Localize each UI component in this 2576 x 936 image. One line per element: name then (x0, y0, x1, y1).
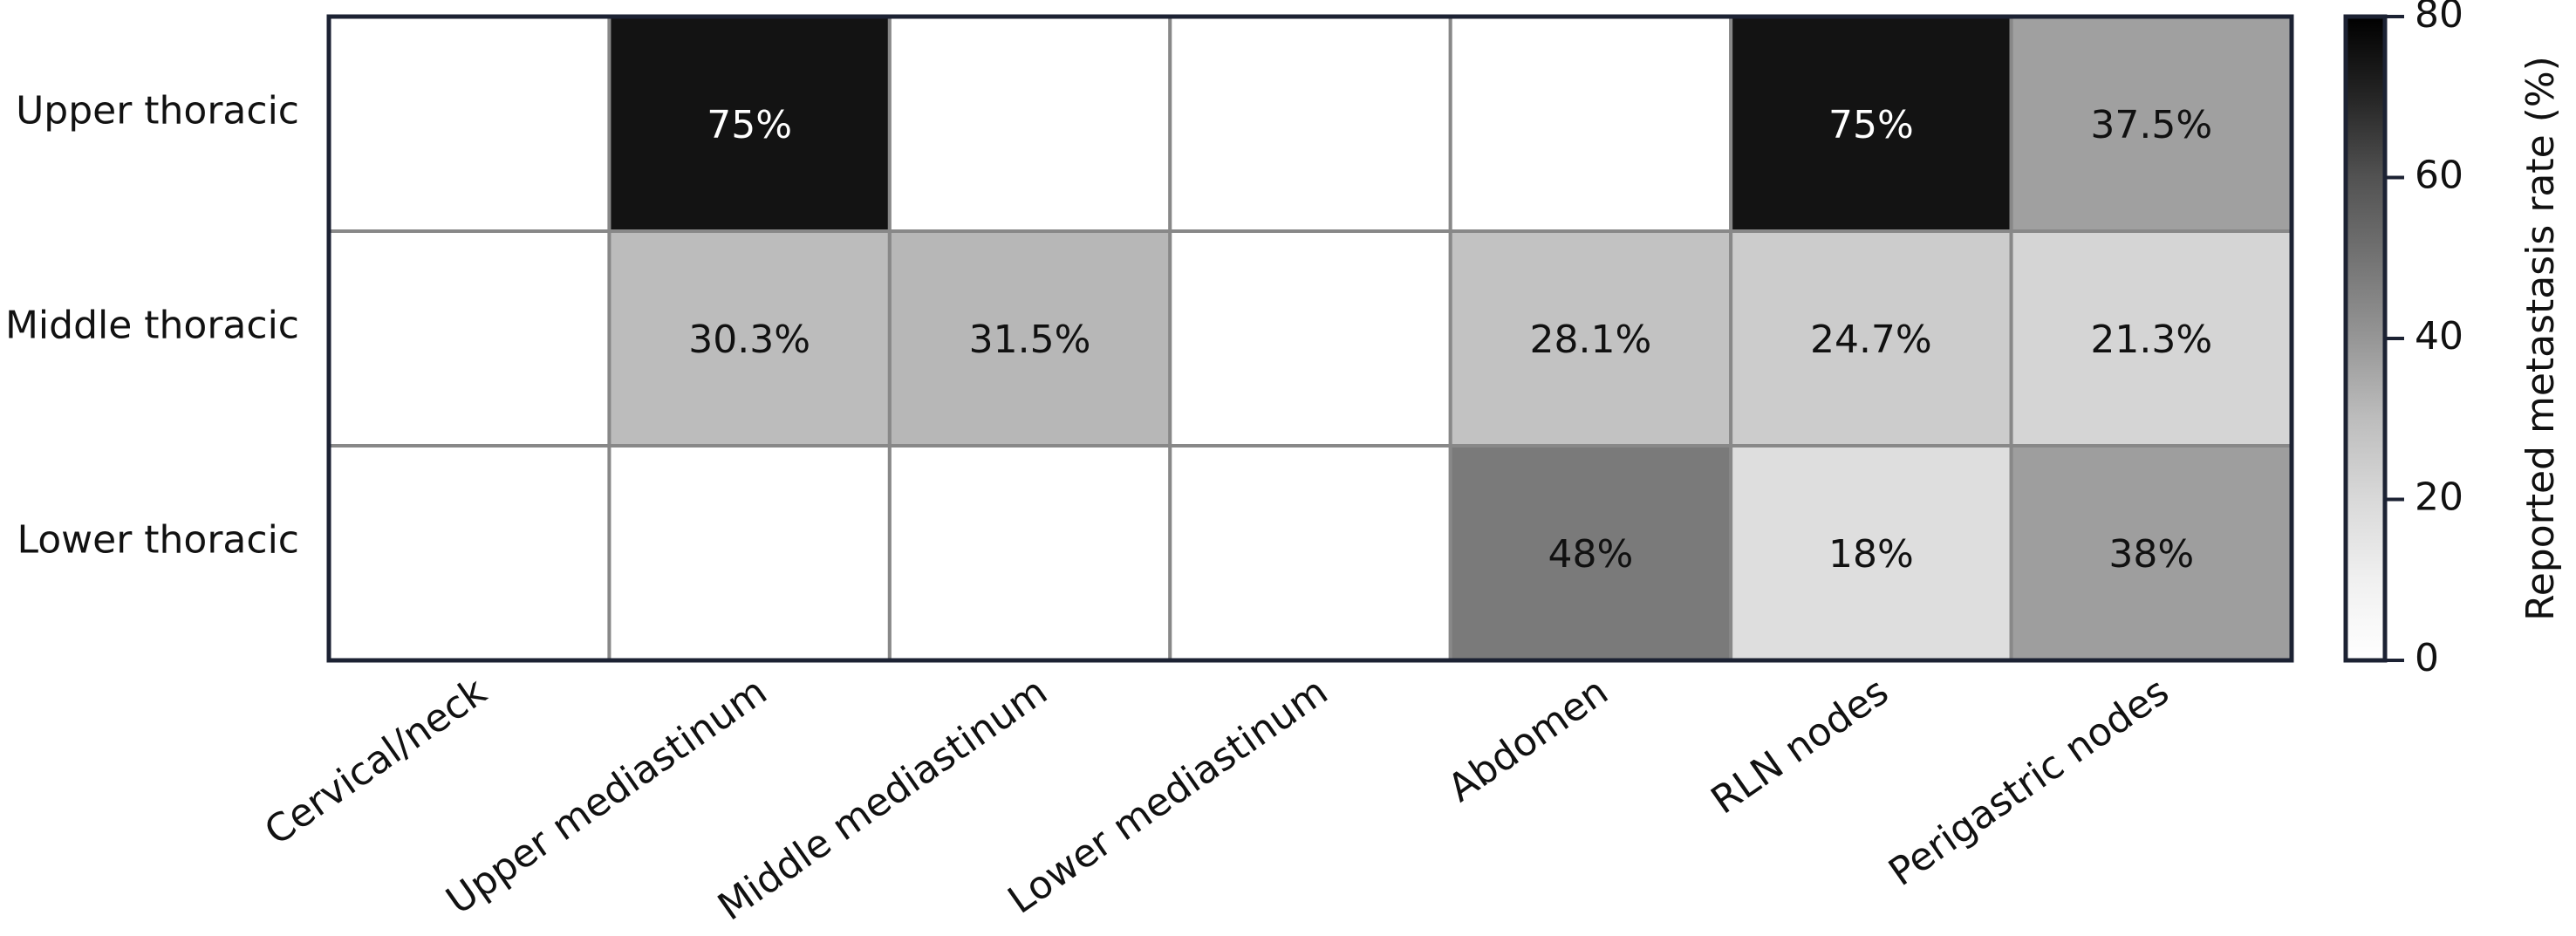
empty-cell (887, 444, 1172, 662)
cell-label: 18% (1828, 532, 1914, 577)
x-tick-label: Abdomen (1440, 669, 1616, 811)
cell-label: 24.7% (1810, 318, 1932, 362)
heat-cell (2009, 229, 2294, 448)
heat-cell (1448, 229, 1733, 448)
x-tick-label: Perigastric nodes (1881, 669, 2176, 895)
empty-cell (327, 444, 612, 662)
colorbar-label: Reported metastasis rate (%) (2518, 56, 2563, 621)
cell-label: 48% (1548, 532, 1634, 577)
cell-label: 75% (707, 103, 792, 147)
colorbar-tick-label: 20 (2415, 475, 2463, 520)
empty-cell (1168, 15, 1452, 233)
heat-cell (1729, 15, 2013, 233)
cell-label: 30.3% (688, 318, 810, 362)
cell-label: 75% (1828, 103, 1914, 147)
cell-label: 38% (2108, 532, 2194, 577)
empty-cell (887, 15, 1172, 233)
heat-cell (1729, 444, 2013, 662)
colorbar-tick-label: 80 (2415, 0, 2463, 37)
colorbar-tick-label: 60 (2415, 154, 2463, 198)
cell-label: 21.3% (2090, 318, 2212, 362)
cell-label: 37.5% (2090, 103, 2212, 147)
colorbar-tick-label: 40 (2415, 314, 2463, 359)
y-tick-label: Upper thoracic (16, 89, 299, 133)
empty-cell (607, 444, 892, 662)
plot-frame (326, 14, 2294, 663)
heat-cell (607, 15, 892, 233)
y-tick-label: Lower thoracic (17, 518, 299, 563)
empty-cell (327, 229, 612, 448)
colorbar (2343, 14, 2388, 663)
heat-cell (607, 229, 892, 448)
cell-label: 31.5% (969, 318, 1091, 362)
y-tick-label: Middle thoracic (5, 304, 299, 348)
x-tick-label: RLN nodes (1704, 669, 1897, 823)
empty-cell (1168, 229, 1452, 448)
cell-label: 28.1% (1530, 318, 1652, 362)
x-tick-label: Cervical/neck (256, 669, 495, 854)
empty-cell (1448, 15, 1733, 233)
empty-cell (1168, 444, 1452, 662)
colorbar-tick-label: 0 (2415, 636, 2439, 680)
empty-cell (327, 15, 612, 233)
